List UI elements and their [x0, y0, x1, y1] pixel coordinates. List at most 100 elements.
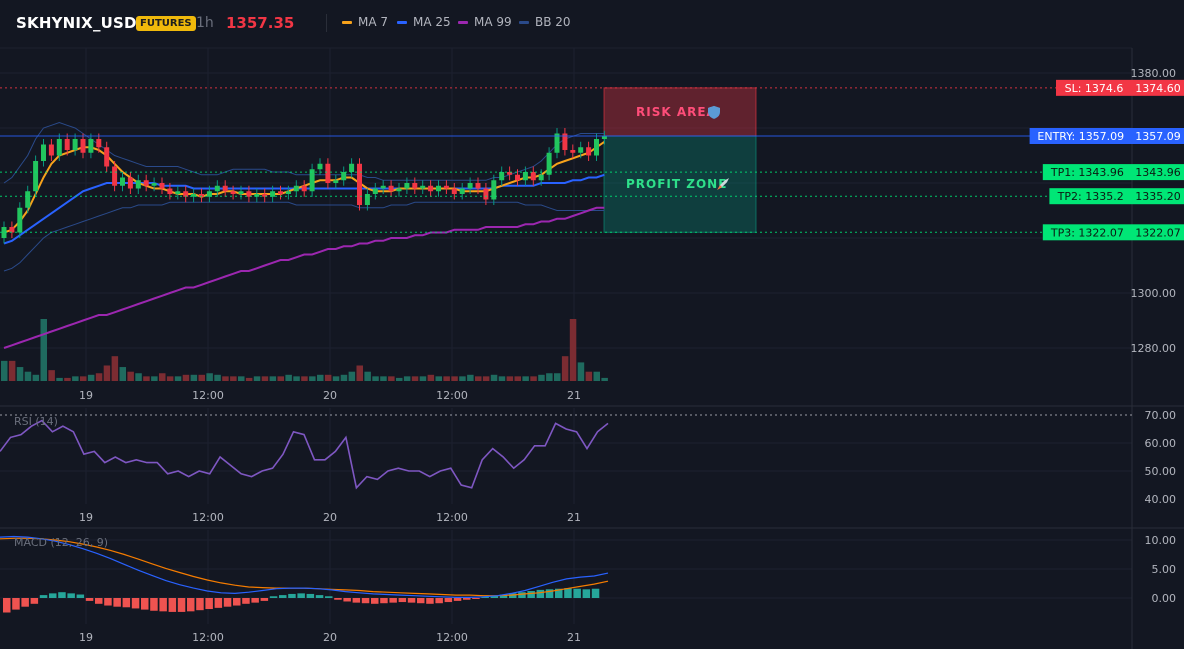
volume-bar [56, 377, 63, 381]
price-tag-text-tp1: 1343.96 [1135, 166, 1181, 179]
symbol-title[interactable]: SKHYNIX_USDT [16, 14, 148, 32]
candle-body [293, 185, 299, 192]
candle-body [594, 139, 599, 156]
macd-histogram-bar [352, 598, 361, 603]
volume-bar [222, 376, 229, 381]
volume-bar [467, 374, 474, 381]
volume-bar [95, 373, 103, 381]
volume-bar [561, 356, 569, 381]
timeframe-label[interactable]: 1h [196, 15, 214, 31]
macd-histogram-bar [131, 598, 140, 609]
candle-body [546, 152, 552, 175]
volume-bar [435, 376, 442, 381]
header-divider [326, 14, 327, 32]
volume-bar [403, 376, 411, 381]
candle-body [127, 177, 133, 189]
macd-histogram-bar [555, 588, 563, 598]
macd-histogram-bar [49, 593, 57, 598]
candle-body [96, 139, 102, 148]
candle-body [357, 163, 362, 205]
macd-histogram-bar [141, 598, 149, 610]
volume-bar [522, 376, 529, 381]
candle-body [349, 163, 355, 172]
volume-bar [348, 371, 356, 381]
zone-profit [603, 135, 757, 233]
legend-swatch-ma7 [342, 20, 352, 24]
macd-histogram-bar [536, 589, 545, 598]
candle-body [33, 161, 39, 192]
volume-bar [127, 371, 134, 381]
macd-histogram-bar [435, 598, 443, 604]
candle-body [175, 191, 181, 194]
time-tick-label: 12:00 [192, 389, 224, 402]
rocket-icon [717, 178, 729, 191]
legend-ma99[interactable]: MA 99 [458, 15, 512, 29]
macd-histogram-bar [380, 598, 388, 604]
macd-histogram-bar [444, 598, 453, 603]
pane-frames [0, 48, 1184, 649]
rsi-time-tick-label: 12:00 [436, 511, 468, 524]
macd-histogram-bar [196, 598, 204, 611]
macd-histogram-bar [417, 598, 425, 604]
volume-bar [443, 376, 450, 381]
volume-bar [546, 373, 553, 381]
legend-ma7[interactable]: MA 7 [342, 15, 388, 29]
volume-bar [159, 373, 166, 381]
ma99-line [3, 206, 605, 349]
candle-body [80, 139, 86, 153]
volume-bar [530, 376, 537, 381]
macd-histogram-bar [325, 596, 333, 598]
rocket-icon-body [720, 178, 729, 188]
volume-bar [40, 319, 47, 381]
zone-label-profit: PROFIT ZONE [626, 177, 727, 191]
volume-bar [72, 376, 79, 381]
candle-body [317, 163, 323, 170]
level-label-tp3: TP3: 1322.07 [1050, 226, 1124, 239]
candle-body [135, 180, 141, 189]
bb-upper-line [3, 121, 605, 184]
macd-histogram-bar [12, 598, 20, 610]
candle-body [246, 191, 252, 197]
zone-risk [603, 87, 757, 137]
grid [0, 47, 1132, 624]
macd-histogram-bar [251, 598, 259, 603]
volume-bar [64, 377, 71, 381]
macd-line [0, 535, 609, 598]
rsi-time-tick-label: 12:00 [192, 511, 224, 524]
rsi-tick-label: 60.00 [1145, 437, 1177, 450]
volume-bar [1, 360, 8, 381]
legend-ma25[interactable]: MA 25 [397, 15, 451, 29]
macd-histogram-bar [159, 598, 167, 612]
macd-histogram-bar [490, 595, 499, 598]
volume-bar [230, 376, 237, 381]
volume-bar [364, 371, 371, 381]
macd-time-tick-label: 21 [567, 631, 581, 644]
price-tag-tp3 [1132, 224, 1184, 241]
legend-bb20[interactable]: BB 20 [519, 15, 571, 29]
macd-histogram-bar [518, 592, 526, 598]
volume-bar [119, 367, 126, 381]
candle-body [586, 147, 592, 156]
candle-body [104, 147, 110, 167]
volume-bar [340, 374, 348, 381]
legend-label-bb20: BB 20 [535, 15, 571, 29]
volume-bar [482, 376, 490, 381]
candle-body [364, 194, 370, 205]
candle-body [9, 227, 15, 233]
time-tick-label: 19 [79, 389, 93, 402]
volume-bar [332, 376, 340, 381]
candle-body [238, 191, 244, 194]
volume-bar [32, 374, 40, 381]
macd-histogram-bar [564, 588, 572, 598]
candle-body [372, 188, 378, 194]
level-tag-sl [1056, 79, 1132, 96]
candle-body [467, 183, 473, 189]
macd-histogram-bar [122, 598, 131, 608]
candle-body [483, 188, 489, 200]
time-tick-label: 20 [323, 389, 337, 402]
candle-body [1, 227, 7, 238]
candle-body [270, 191, 276, 197]
level-label-tp1: TP1: 1343.96 [1050, 166, 1124, 179]
macd-histogram-bar [269, 596, 278, 598]
